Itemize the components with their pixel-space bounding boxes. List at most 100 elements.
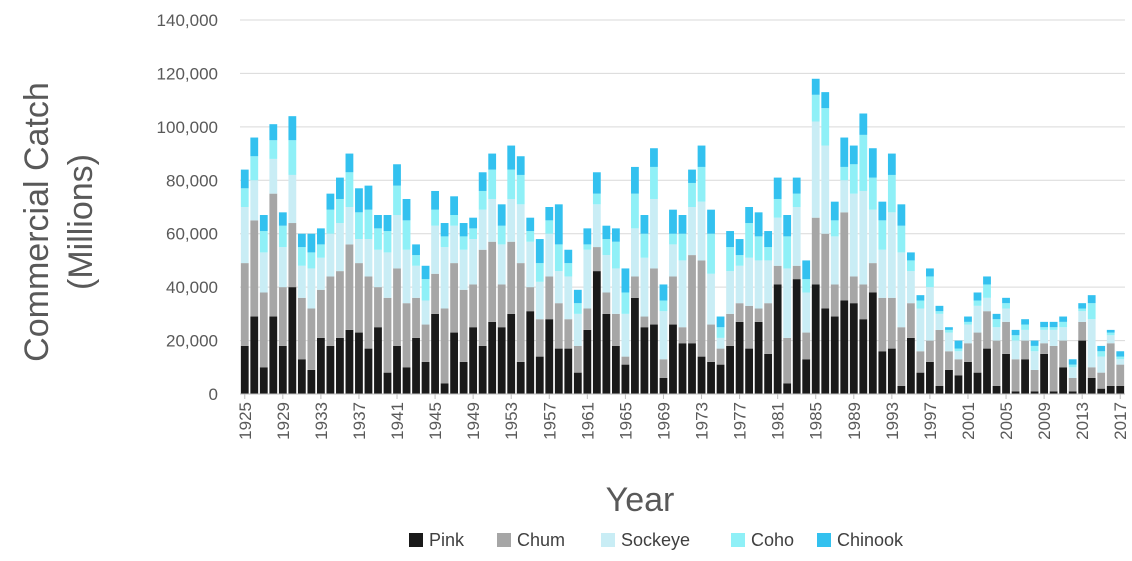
bar-segment-coho	[545, 220, 554, 234]
bar-segment-chum	[840, 212, 849, 301]
bar-segment-chum	[802, 332, 811, 360]
bar-segment-coho	[640, 233, 649, 258]
bar-segment-coho	[440, 236, 449, 248]
bar-segment-sockeye	[545, 233, 554, 277]
bar-segment-chum	[240, 263, 249, 346]
bar-segment-chinook	[374, 215, 382, 229]
bar-segment-coho	[564, 263, 573, 277]
bar-segment-chum	[964, 343, 972, 362]
x-tick-label: 1985	[807, 402, 826, 440]
bar-segment-sockeye	[1059, 327, 1068, 341]
bar-segment-coho	[336, 198, 344, 224]
legend-swatch-chum	[497, 533, 511, 547]
bar-segment-pink	[307, 369, 316, 394]
bar-segment-chum	[516, 263, 525, 362]
bar-segment-chum	[678, 327, 687, 344]
bar-segment-coho	[269, 140, 278, 159]
bar-segment-sockeye	[573, 313, 582, 346]
bar-segment-chinook	[1078, 303, 1087, 309]
bar-segment-sockeye	[421, 300, 430, 325]
bar-segment-coho	[1097, 351, 1106, 357]
bar-segment-sockeye	[1011, 340, 1020, 360]
bar-segment-pink	[735, 321, 744, 394]
bar-segment-chinook	[840, 137, 849, 167]
bar-segment-pink	[297, 359, 306, 394]
bar-segment-chinook	[773, 177, 782, 199]
bar-segment-sockeye	[278, 247, 287, 288]
bar-segment-chum	[1068, 377, 1077, 392]
bar-segment-chinook	[716, 316, 725, 328]
bar-segment-sockeye	[478, 209, 487, 250]
bar-segment-chinook	[469, 217, 478, 229]
bar-segment-chinook	[697, 145, 706, 167]
bar-segment-chinook	[383, 215, 392, 232]
bar-segment-chum	[811, 217, 820, 285]
bar-segment-chum	[945, 351, 953, 370]
bar-segment-sockeye	[469, 239, 478, 285]
bar-segment-pink	[640, 327, 649, 394]
bar-segment-coho	[507, 169, 516, 199]
bar-segment-coho	[716, 327, 725, 338]
bar-segment-chum	[336, 271, 344, 338]
bar-segment-chinook	[450, 196, 459, 216]
bar-segment-coho	[469, 228, 478, 240]
x-tick-label: 2001	[959, 402, 978, 440]
bar-segment-sockeye	[830, 236, 839, 285]
bar-segment-sockeye	[678, 260, 687, 328]
bar-segment-pink	[659, 377, 668, 394]
bar-segment-chum	[1049, 345, 1058, 392]
bar-segment-chum	[440, 308, 449, 384]
bar-segment-chinook	[849, 145, 858, 165]
bar-segment-chinook	[592, 172, 601, 194]
x-tick-label: 1933	[312, 402, 331, 440]
bar-segment-chinook	[355, 188, 363, 213]
bar-segment-sockeye	[431, 225, 439, 274]
x-tick-label: 2017	[1111, 402, 1130, 440]
bar-segment-coho	[621, 292, 630, 314]
bar-segment-sockeye	[992, 327, 1001, 341]
bar-segment-chinook	[583, 228, 592, 245]
bar-segment-chinook	[735, 239, 744, 256]
bar-segment-chum	[526, 287, 535, 312]
bar-segment-pink	[650, 324, 658, 394]
bar-segment-chum	[412, 297, 420, 338]
bar-segment-coho	[288, 140, 297, 175]
bar-segment-sockeye	[983, 297, 991, 312]
bar-segment-pink	[545, 319, 554, 394]
bar-segment-coho	[1106, 332, 1115, 336]
bar-segment-chum	[278, 287, 287, 346]
x-tick-label: 1965	[616, 402, 635, 440]
bar-segment-pink	[583, 329, 592, 394]
bar-segment-chum	[745, 305, 754, 349]
x-tick-label: 1945	[426, 402, 445, 440]
bar-segment-chinook	[945, 327, 953, 330]
bar-segment-chum	[554, 303, 563, 349]
bar-segment-coho	[592, 193, 601, 205]
x-tick-label: 1969	[654, 402, 673, 440]
bar-segment-sockeye	[735, 265, 744, 304]
bar-segment-chinook	[564, 249, 573, 264]
bar-segment-pink	[1049, 391, 1058, 394]
bar-segment-sockeye	[707, 273, 715, 325]
bar-segment-coho	[421, 279, 430, 301]
bar-segment-chum	[564, 319, 573, 349]
bar-segment-sockeye	[393, 215, 401, 269]
bar-segment-coho	[954, 348, 963, 352]
bar-segment-chinook	[535, 239, 544, 264]
bar-segment-pink	[764, 353, 773, 394]
bar-segment-chum	[726, 313, 734, 346]
bar-segment-pink	[945, 369, 953, 394]
bar-segment-sockeye	[450, 225, 459, 264]
bar-segment-sockeye	[640, 257, 649, 317]
bar-segment-chinook	[868, 148, 877, 178]
bar-segment-chum	[478, 249, 487, 346]
bar-segment-sockeye	[868, 209, 877, 264]
bar-segment-sockeye	[507, 198, 516, 242]
bar-segment-chinook	[316, 228, 325, 245]
bar-segment-coho	[573, 303, 582, 314]
bar-segment-coho	[583, 244, 592, 250]
bar-segment-coho	[887, 174, 896, 213]
bar-segment-sockeye	[240, 207, 249, 264]
bar-segment-chum	[573, 345, 582, 373]
bar-segment-sockeye	[697, 201, 706, 261]
